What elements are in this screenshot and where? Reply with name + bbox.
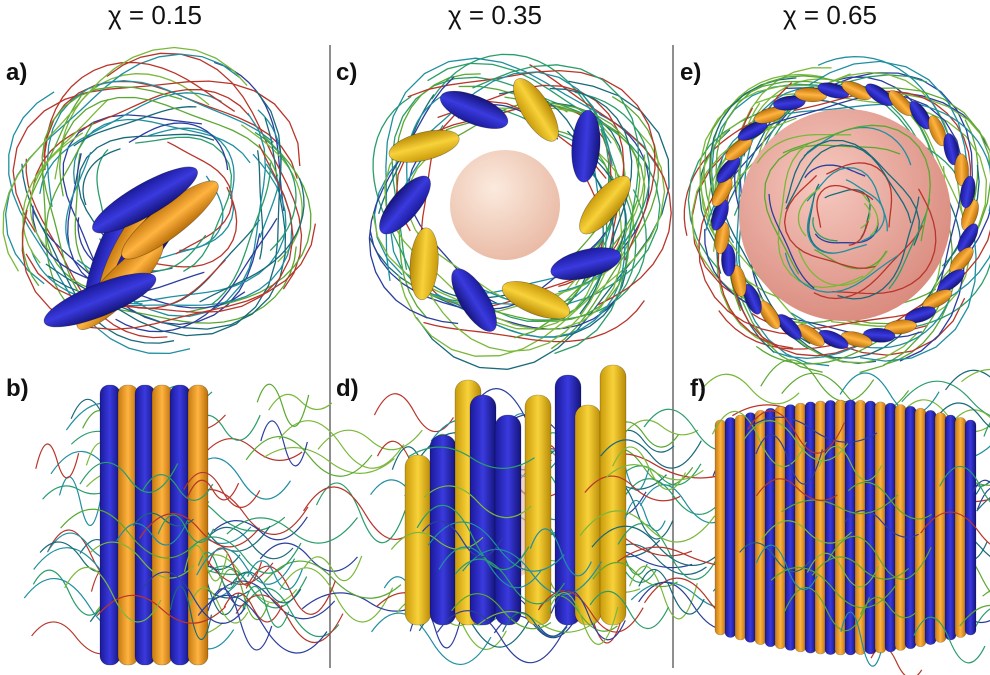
streamline [36,444,79,478]
column-header: χ = 0.35 [448,0,542,30]
vortex [495,415,521,625]
streamline [33,570,105,615]
streamline [261,421,308,466]
streamline [260,543,357,571]
streamline [214,62,284,211]
panel-label: d) [336,375,359,402]
vortex [435,83,512,136]
panel-label: c) [336,59,357,86]
vortex [965,420,976,635]
vortex [765,408,776,647]
streamline [74,107,197,146]
streamline [374,394,453,432]
streamline [129,123,228,170]
vortex [905,406,916,648]
streamline [977,487,990,533]
vortex [755,410,766,644]
panel-label: b) [6,375,29,402]
vortex [100,385,120,665]
panel-label: f) [690,375,706,402]
renderings [3,48,990,675]
streamline [304,556,362,581]
sphere [450,150,560,260]
page: χ = 0.15 χ = 0.35 χ = 0.65 a) b) c) d) e… [0,0,990,675]
streamline [170,220,260,305]
streamline [761,360,874,402]
vortex [895,405,906,651]
streamline [257,384,308,426]
vortex [815,401,826,654]
streamline [204,439,302,461]
streamline [701,374,799,404]
vortex [470,395,496,625]
vortex [925,410,936,644]
streamline [214,517,308,540]
vortex [569,109,602,183]
vortex [725,417,736,637]
streamline [961,369,990,405]
column-header: χ = 0.65 [783,0,877,30]
vortex [525,395,551,625]
panel-label: e) [680,59,701,86]
vortex [575,405,601,625]
vortex [865,401,876,654]
vortex [785,405,796,651]
vortex [405,455,431,625]
vortex [875,402,886,653]
vortex [805,402,816,653]
vortex [745,413,756,643]
streamline [269,394,332,410]
column-header: χ = 0.15 [108,0,202,30]
panel-label: a) [6,59,27,86]
vortex [935,413,946,643]
vortex [955,417,966,637]
vortex [715,420,726,635]
vortex [945,415,956,640]
figure: χ = 0.15 χ = 0.35 χ = 0.65 a) b) c) d) e… [0,0,990,675]
vortex [600,365,626,625]
vortex [735,415,746,640]
